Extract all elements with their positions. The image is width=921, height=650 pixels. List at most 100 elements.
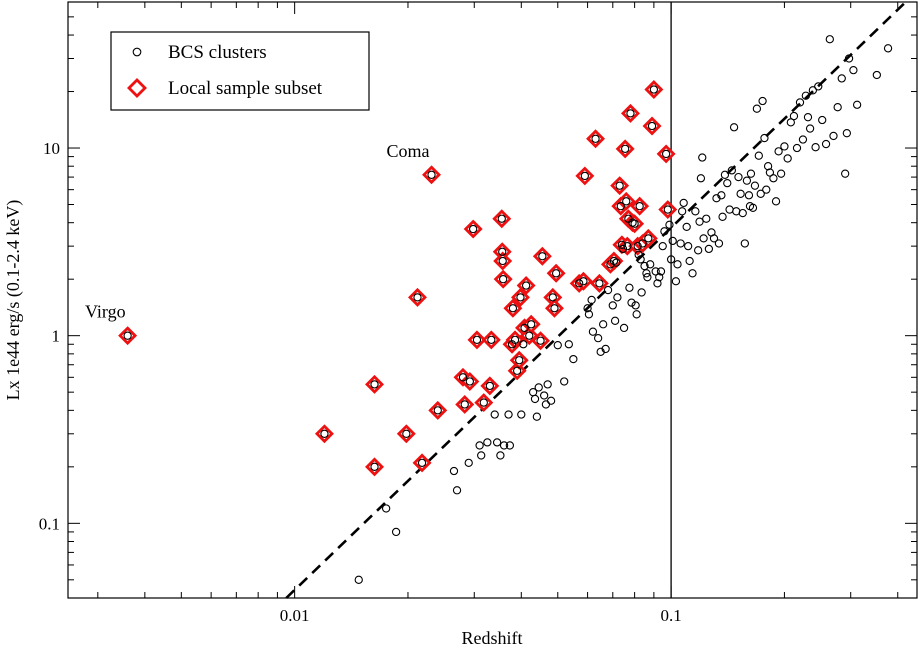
y-tick-label: 0.1	[39, 514, 60, 533]
bcs-cluster-marker	[543, 380, 552, 389]
bcs-cluster-marker	[632, 310, 641, 319]
bcs-cluster-marker	[513, 366, 522, 375]
bcs-cluster-marker	[505, 441, 515, 450]
bcs-cluster-marker	[539, 391, 549, 400]
bcs-cluster-marker	[663, 205, 672, 214]
local-sample-marker	[546, 263, 566, 283]
reference-lines	[285, 1, 907, 599]
bcs-cluster-marker	[625, 283, 634, 292]
x-tick-label: 0.01	[280, 606, 310, 625]
local-sample-marker	[474, 393, 494, 413]
bcs-cluster-marker	[774, 147, 783, 156]
bcs-cluster-marker	[583, 304, 592, 313]
y-axis-title: Lx 1e44 erg/s (0.1-2.4 keV)	[3, 200, 24, 401]
bcs-cluster-marker	[883, 44, 893, 53]
bcs-cluster-marker	[575, 279, 584, 288]
bcs-cluster-marker	[510, 335, 520, 345]
bcs-cluster-marker	[718, 212, 727, 221]
bcs-cluster-marker	[661, 149, 671, 159]
local-sample-marker	[544, 298, 564, 318]
bcs-cluster-marker	[584, 310, 594, 319]
bcs-cluster-marker	[634, 250, 643, 259]
tick-labels: 0.01 0.1 0.1 1 10	[39, 139, 682, 625]
local-sample-marker	[531, 331, 551, 351]
bcs-cluster-marker	[550, 304, 559, 313]
local-sample-marker	[493, 269, 513, 289]
bcs-cluster-marker	[452, 486, 462, 495]
axis-ticks	[68, 1, 917, 599]
bcs-cluster-marker	[769, 174, 778, 183]
bcs-cluster-marker	[673, 260, 682, 269]
bcs-cluster-marker	[651, 267, 660, 276]
bcs-cluster-marker	[560, 377, 569, 386]
bcs-cluster-marker	[613, 293, 622, 302]
local-sample-marker	[521, 314, 541, 334]
bcs-cluster-marker	[587, 295, 596, 305]
local-sample-marker	[455, 394, 475, 414]
bcs-cluster-marker	[653, 279, 662, 288]
bcs-cluster-marker	[704, 244, 714, 254]
bcs-cluster-marker	[320, 429, 329, 438]
bcs-cluster-marker	[780, 142, 789, 151]
bcs-cluster-marker	[631, 301, 640, 310]
bcs-cluster-marker	[636, 255, 645, 264]
local-sample-marker	[422, 165, 442, 185]
local-sample-marker	[620, 103, 640, 123]
bcs-cluster-marker	[872, 70, 881, 80]
bcs-cluster-marker	[752, 104, 762, 113]
bcs-cluster-marker	[699, 234, 708, 243]
local-sample-marker	[658, 200, 678, 220]
bcs-cluster-marker	[805, 124, 815, 133]
bcs-cluster-marker	[593, 334, 603, 343]
bcs-cluster-marker	[601, 344, 610, 354]
bcs-cluster-marker	[460, 400, 469, 409]
bcs-cluster-marker	[738, 208, 747, 218]
bcs-cluster-marker	[433, 406, 442, 415]
bcs-cluster-marker	[413, 293, 422, 302]
bcs-cluster-marker	[479, 398, 488, 407]
local-sample-marker	[505, 330, 525, 350]
local-sample-marker	[412, 453, 432, 473]
bcs-cluster-marker	[536, 336, 545, 345]
bcs-cluster-marker	[603, 285, 613, 295]
local-sample-marker	[428, 400, 448, 420]
bcs-cluster-marker	[472, 335, 482, 345]
bcs-cluster-marker	[619, 323, 629, 333]
local-sample-marker	[604, 251, 624, 271]
bcs-cluster-marker	[665, 220, 674, 229]
bcs-cluster-marker	[647, 121, 657, 131]
bcs-cluster-marker	[638, 239, 647, 248]
local-sample-marker	[616, 191, 636, 211]
bcs-cluster-marker	[756, 189, 765, 198]
bcs-cluster-marker	[521, 281, 531, 290]
bcs-cluster-marker	[618, 244, 628, 254]
bcs-cluster-marker	[391, 527, 401, 537]
bcs-cluster-marker	[829, 131, 838, 141]
bcs-cluster-marker	[354, 575, 363, 584]
bcs-cluster-marker	[684, 241, 693, 251]
bcs-cluster-marker	[660, 227, 669, 236]
bcs-cluster-marker	[825, 35, 834, 44]
bcs-cluster-marker	[487, 335, 496, 345]
bcs-cluster-marker	[841, 169, 850, 178]
local-sample-marker	[610, 176, 630, 196]
bcs-cluster-marker	[626, 109, 635, 118]
bcs-cluster-marker	[679, 198, 688, 208]
bcs-cluster-marker	[515, 356, 524, 365]
bcs-cluster-marker	[591, 134, 600, 143]
local-sample-marker	[589, 273, 609, 293]
bcs-cluster-marker	[464, 458, 473, 468]
bcs-cluster-marker	[750, 181, 760, 190]
legend-label-local: Local sample subset	[168, 78, 323, 99]
bcs-cluster-marker	[599, 320, 608, 329]
legend-diamond-icon	[127, 78, 147, 98]
annotation-coma: Coma	[387, 141, 430, 161]
bcs-cluster-marker	[520, 323, 529, 333]
bcs-cluster-marker	[682, 222, 691, 232]
bcs-cluster-marker	[525, 331, 534, 340]
bcs-cluster-marker	[649, 85, 659, 94]
bcs-cluster-marker	[497, 214, 506, 223]
bcs-cluster-marker	[622, 197, 631, 206]
bcs-cluster-marker	[499, 275, 508, 284]
